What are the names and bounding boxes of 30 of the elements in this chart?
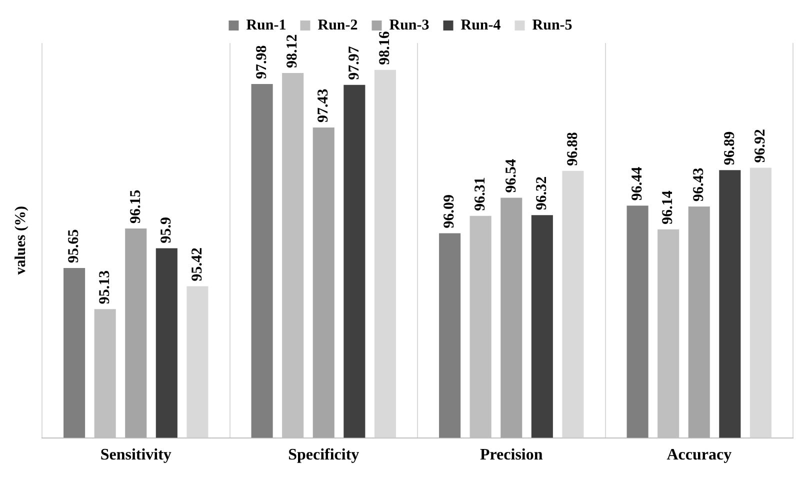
data-label: 96.89 (722, 131, 738, 166)
y-axis-title: values (%) (12, 206, 29, 275)
data-label: 96.88 (564, 132, 581, 166)
data-label: 96.54 (503, 158, 520, 193)
data-label: 96.31 (472, 177, 488, 211)
data-label: 97.43 (316, 88, 332, 122)
x-tick-label: Sensitivity (100, 446, 172, 464)
data-label: 98.12 (284, 34, 301, 68)
data-label: 96.92 (752, 129, 769, 163)
data-label: 98.16 (377, 30, 394, 65)
data-label: 95.65 (66, 229, 82, 264)
data-label: 96.44 (629, 166, 646, 201)
legend-label: Run-3 (389, 17, 430, 34)
data-label: 96.14 (660, 190, 676, 224)
data-label: 95.42 (189, 247, 206, 282)
x-tick-label: Precision (480, 446, 543, 464)
legend-label: Run-5 (532, 17, 572, 34)
data-label: 96.09 (442, 194, 458, 228)
x-tick-label: Specificity (288, 446, 360, 464)
data-label: 95.13 (96, 270, 113, 304)
legend-label: Run-1 (246, 17, 286, 34)
data-label: 96.32 (534, 176, 550, 210)
legend-label: Run-4 (460, 17, 502, 34)
legend-label: Run-2 (318, 17, 358, 34)
data-label: 97.97 (346, 46, 362, 80)
data-label: 95.9 (158, 217, 175, 244)
x-tick-label: Accuracy (666, 446, 732, 464)
data-label: 96.15 (128, 190, 144, 224)
data-label: 97.98 (254, 45, 270, 80)
data-label: 96.43 (691, 168, 707, 202)
